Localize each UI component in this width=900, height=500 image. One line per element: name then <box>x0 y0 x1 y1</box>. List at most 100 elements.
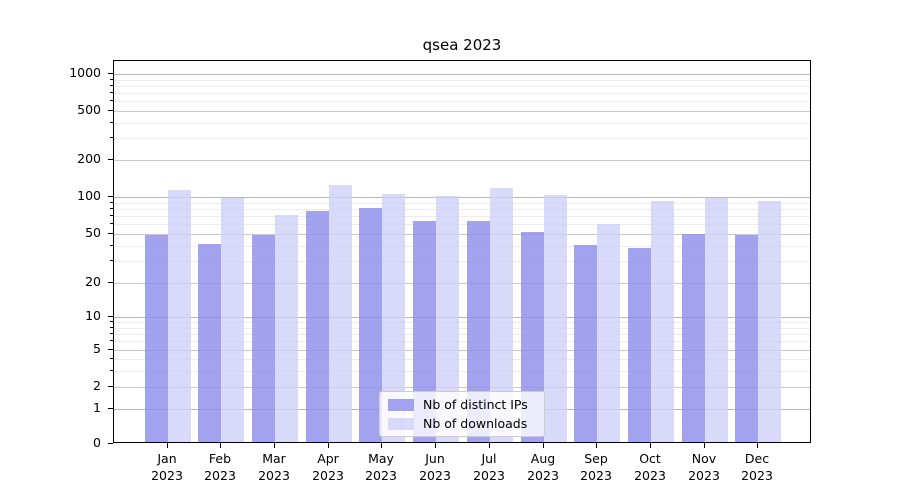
plot-area <box>113 60 811 443</box>
x-tick-mark <box>596 443 597 448</box>
legend-swatch-distinct-ips-icon <box>388 398 414 411</box>
bar-downloads <box>221 198 244 442</box>
legend-item-distinct-ips: Nb of distinct IPs <box>388 397 536 412</box>
x-tick-label: Jan 2023 <box>151 451 183 483</box>
y-minor-tick-mark <box>110 100 113 101</box>
x-tick-label: Nov 2023 <box>688 451 720 483</box>
x-tick-mark <box>435 443 436 448</box>
bar-downloads <box>168 190 191 442</box>
major-gridline <box>114 283 810 284</box>
chart-title: qsea 2023 <box>422 36 502 54</box>
minor-gridline <box>114 359 810 360</box>
y-minor-tick-mark <box>110 333 113 334</box>
minor-gridline <box>114 123 810 124</box>
y-minor-tick-mark <box>110 79 113 80</box>
y-minor-tick-mark <box>110 223 113 224</box>
major-gridline <box>114 74 810 75</box>
y-tick-mark <box>108 196 113 197</box>
y-minor-tick-mark <box>110 340 113 341</box>
major-gridline <box>114 111 810 112</box>
minor-gridline <box>114 328 810 329</box>
x-tick-label: Dec 2023 <box>741 451 773 483</box>
x-tick-mark <box>489 443 490 448</box>
y-tick-label: 50 <box>85 225 101 240</box>
x-tick-mark <box>543 443 544 448</box>
y-tick-mark <box>108 233 113 234</box>
y-minor-tick-mark <box>110 245 113 246</box>
y-tick-mark <box>108 282 113 283</box>
x-tick-label: Sep 2023 <box>580 451 612 483</box>
x-tick-mark <box>650 443 651 448</box>
minor-gridline <box>114 341 810 342</box>
bar-distinct-ips <box>467 221 490 442</box>
bar-downloads <box>758 201 781 442</box>
y-minor-tick-mark <box>110 215 113 216</box>
major-gridline <box>114 387 810 388</box>
minor-gridline <box>114 80 810 81</box>
y-tick-mark <box>108 110 113 111</box>
minor-gridline <box>114 209 810 210</box>
y-tick-mark <box>108 316 113 317</box>
major-gridline <box>114 317 810 318</box>
minor-gridline <box>114 246 810 247</box>
y-tick-label: 200 <box>77 151 101 166</box>
bar-distinct-ips <box>252 235 275 442</box>
y-tick-mark <box>108 408 113 409</box>
x-tick-mark <box>328 443 329 448</box>
y-tick-label: 20 <box>85 274 101 289</box>
bar-downloads <box>544 195 567 442</box>
y-minor-tick-mark <box>110 321 113 322</box>
y-tick-mark <box>108 73 113 74</box>
y-tick-label: 10 <box>85 308 101 323</box>
minor-gridline <box>114 261 810 262</box>
y-minor-tick-mark <box>110 327 113 328</box>
y-tick-label: 100 <box>77 188 101 203</box>
x-tick-label: Apr 2023 <box>312 451 344 483</box>
bar-distinct-ips <box>628 248 651 442</box>
x-tick-mark <box>274 443 275 448</box>
x-tick-label: Feb 2023 <box>204 451 236 483</box>
y-tick-mark <box>108 349 113 350</box>
bar-distinct-ips <box>521 232 544 442</box>
x-tick-label: Oct 2023 <box>634 451 666 483</box>
y-minor-tick-mark <box>110 370 113 371</box>
x-tick-label: Aug 2023 <box>527 451 559 483</box>
bar-downloads <box>382 194 405 442</box>
major-gridline <box>114 350 810 351</box>
legend-label-distinct-ips: Nb of distinct IPs <box>423 397 528 412</box>
y-minor-tick-mark <box>110 202 113 203</box>
y-tick-mark <box>108 386 113 387</box>
y-tick-mark <box>108 159 113 160</box>
legend-label-downloads: Nb of downloads <box>423 416 528 431</box>
bar-downloads <box>597 224 620 442</box>
bar-distinct-ips <box>198 244 221 442</box>
y-tick-label: 1000 <box>69 65 101 80</box>
y-tick-label: 5 <box>93 341 101 356</box>
y-tick-label: 2 <box>93 378 101 393</box>
minor-gridline <box>114 86 810 87</box>
x-tick-mark <box>704 443 705 448</box>
y-tick-label: 500 <box>77 102 101 117</box>
minor-gridline <box>114 334 810 335</box>
x-tick-mark <box>220 443 221 448</box>
y-minor-tick-mark <box>110 122 113 123</box>
y-minor-tick-mark <box>110 92 113 93</box>
x-tick-mark <box>757 443 758 448</box>
bar-downloads <box>651 201 674 442</box>
major-gridline <box>114 197 810 198</box>
x-tick-label: May 2023 <box>365 451 397 483</box>
y-tick-mark <box>108 443 113 444</box>
bar-downloads <box>436 196 459 442</box>
bar-distinct-ips <box>574 245 597 442</box>
x-tick-mark <box>167 443 168 448</box>
y-tick-label: 0 <box>93 435 101 450</box>
minor-gridline <box>114 322 810 323</box>
major-gridline <box>114 234 810 235</box>
bar-downloads <box>275 215 298 442</box>
y-tick-label: 1 <box>93 400 101 415</box>
y-minor-tick-mark <box>110 208 113 209</box>
bar-downloads <box>329 185 352 442</box>
y-minor-tick-mark <box>110 260 113 261</box>
x-tick-label: Jun 2023 <box>419 451 451 483</box>
